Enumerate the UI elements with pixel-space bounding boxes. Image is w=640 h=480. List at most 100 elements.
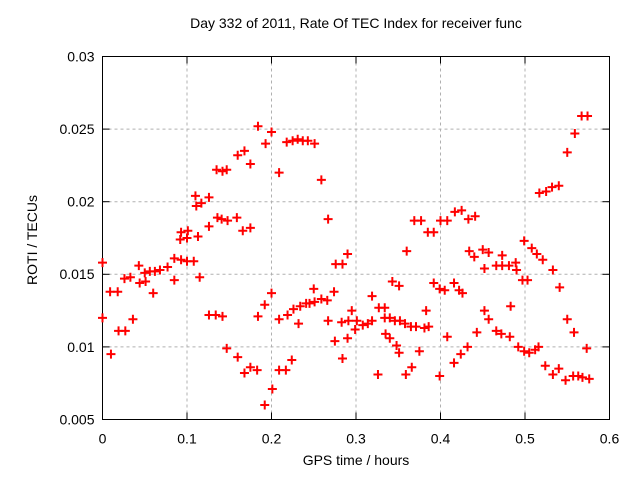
y-tick-label: 0.03 <box>67 48 94 64</box>
data-point <box>337 354 347 364</box>
data-point <box>534 342 544 352</box>
data-point <box>505 332 515 342</box>
data-point <box>484 248 494 258</box>
data-point <box>245 159 255 169</box>
data-point <box>540 361 550 371</box>
data-point <box>519 346 529 356</box>
data-point <box>547 182 557 192</box>
data-point <box>155 265 165 275</box>
data-point <box>513 342 523 352</box>
data-point <box>245 223 255 233</box>
data-point <box>239 368 249 378</box>
data-point <box>561 375 571 385</box>
data-point <box>380 303 390 313</box>
plot-border <box>102 56 610 420</box>
data-point <box>253 311 263 321</box>
data-point <box>512 265 522 275</box>
data-point <box>195 272 205 282</box>
data-point <box>411 322 421 332</box>
data-point <box>217 311 227 321</box>
data-point <box>141 277 151 287</box>
data-point <box>569 327 579 337</box>
data-point <box>373 369 383 379</box>
data-point <box>562 314 572 324</box>
data-point <box>381 329 391 339</box>
data-point <box>562 147 572 157</box>
data-point <box>402 246 412 256</box>
data-point <box>337 259 347 269</box>
data-point <box>310 139 320 149</box>
data-point <box>440 285 450 295</box>
data-point <box>119 274 129 284</box>
data-point <box>140 268 150 278</box>
data-point <box>295 301 305 311</box>
data-point <box>222 165 232 175</box>
data-point <box>329 287 339 297</box>
data-point <box>98 258 107 268</box>
data-point <box>469 252 479 262</box>
data-point <box>387 277 397 287</box>
data-point <box>310 297 320 307</box>
data-point <box>120 326 130 336</box>
data-point <box>274 314 284 324</box>
data-point <box>232 213 242 223</box>
data-point <box>233 352 243 362</box>
data-point <box>309 284 319 294</box>
data-point <box>429 227 439 237</box>
x-tick-label: 0.4 <box>431 431 451 447</box>
data-point <box>322 295 332 305</box>
data-point <box>303 136 313 146</box>
data-point <box>583 111 593 121</box>
data-point <box>293 134 303 144</box>
data-point <box>421 306 431 316</box>
data-point <box>212 213 222 223</box>
data-point <box>288 304 298 314</box>
x-tick-label: 0.6 <box>600 431 620 447</box>
data-point <box>128 314 138 324</box>
data-point <box>98 313 107 323</box>
data-point <box>352 316 362 326</box>
data-point <box>472 327 482 337</box>
data-point <box>125 272 135 282</box>
data-point <box>435 371 445 381</box>
x-tick-label: 0.1 <box>177 431 197 447</box>
data-point <box>442 332 452 342</box>
data-point <box>450 207 460 217</box>
data-point <box>134 261 144 271</box>
data-point <box>584 374 594 384</box>
data-point <box>287 355 297 365</box>
data-point <box>274 168 284 178</box>
data-point <box>491 326 501 336</box>
data-point <box>204 192 214 202</box>
data-point <box>416 216 426 226</box>
data-point <box>316 294 326 304</box>
data-point <box>343 249 353 259</box>
data-point <box>350 324 360 334</box>
data-point <box>464 246 474 256</box>
data-point <box>394 281 404 291</box>
data-point <box>457 205 467 215</box>
data-point <box>478 245 488 255</box>
data-point <box>239 146 249 156</box>
data-point <box>163 262 173 272</box>
data-point <box>323 316 333 326</box>
data-point <box>524 348 534 358</box>
data-point <box>212 165 222 175</box>
data-point <box>148 288 158 298</box>
data-point <box>534 188 544 198</box>
data-point <box>555 282 565 292</box>
x-tick-label: 0 <box>99 431 107 447</box>
data-point <box>392 340 402 350</box>
data-point <box>135 278 145 288</box>
data-point <box>217 214 227 224</box>
data-point <box>577 372 587 382</box>
data-point <box>523 275 533 285</box>
data-point <box>548 369 558 379</box>
data-point <box>554 364 564 374</box>
y-tick-label: 0.025 <box>59 121 94 137</box>
data-point <box>470 211 480 221</box>
data-point <box>189 256 199 266</box>
data-point <box>504 261 514 271</box>
data-point <box>337 317 347 327</box>
